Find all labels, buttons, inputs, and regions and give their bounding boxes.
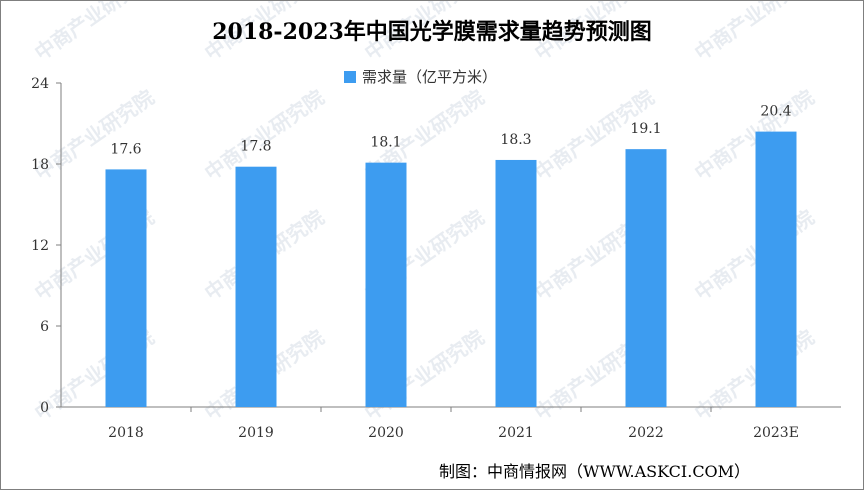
y-tick-label: 12 [31, 238, 49, 254]
bar-2019 [235, 166, 277, 407]
axes: 0 6 12 18 24 [31, 76, 841, 416]
value-label-2020: 18.1 [370, 135, 401, 151]
bar-2023E [755, 131, 797, 407]
source-note: 制图：中商情报网（WWW.ASKCI.COM） [439, 462, 750, 481]
chart-title: 2018-2023年中国光学膜需求量趋势预测图 [212, 19, 652, 45]
x-tick-label-2021: 2021 [498, 425, 534, 441]
watermark-text: 中商产业研究院 [690, 325, 818, 425]
x-tick-label-2020: 2020 [368, 425, 404, 441]
watermark-text: 中商产业研究院 [30, 1, 158, 65]
value-label-2018: 17.6 [110, 141, 141, 157]
bar-2022 [625, 149, 667, 407]
y-tick-label: 18 [31, 157, 49, 173]
bar-2018 [105, 169, 147, 407]
y-tick-label: 6 [40, 319, 49, 335]
bar-2020 [365, 162, 407, 407]
y-tick-label: 0 [40, 400, 49, 416]
x-tick-label-2018: 2018 [108, 425, 144, 441]
value-label-2019: 17.8 [240, 139, 271, 155]
x-tick-label-2022: 2022 [628, 425, 664, 441]
bars: 17.6 2018 17.8 2019 18.1 2020 18.3 2021 19.1 2022… [105, 104, 799, 441]
value-label-2022: 19.1 [630, 121, 661, 137]
watermark-layer: 中商产业研究院 中商产业研究院 中商产业研究院 中商产业研究院 中商产业研究院中商产业研… [30, 1, 818, 425]
watermark-text: 中商产业研究院 [690, 1, 818, 65]
legend: 需求量（亿平方米） [344, 68, 497, 86]
x-tick-label-2023E: 2023E [753, 425, 799, 441]
bar-2021 [495, 159, 537, 407]
legend-label: 需求量（亿平方米） [362, 68, 497, 86]
legend-swatch [344, 71, 356, 83]
value-label-2023E: 20.4 [760, 104, 791, 120]
value-label-2021: 18.3 [500, 132, 531, 148]
watermark-text: 中商产业研究院 [690, 85, 818, 185]
watermark-text: 中商产业研究院 [690, 205, 818, 305]
y-tick-label: 24 [31, 76, 49, 92]
x-tick-label-2019: 2019 [238, 425, 274, 441]
